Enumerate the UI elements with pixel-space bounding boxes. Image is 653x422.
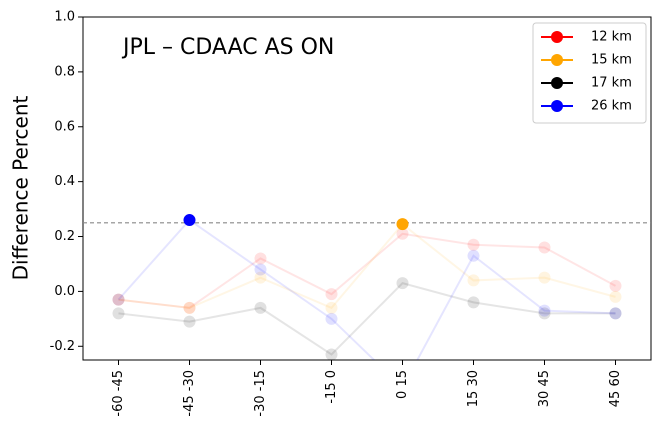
plot-area [112,214,622,360]
series-line [118,222,616,310]
data-point [467,249,480,262]
legend-marker [551,77,563,89]
y-tick-label: 0.6 [54,119,75,134]
series-line [118,282,616,356]
data-point [609,279,622,292]
data-point [538,307,551,320]
series-line [118,232,616,309]
data-point [183,301,196,314]
data-point [609,290,622,303]
data-point [467,238,480,251]
data-point [254,263,267,276]
data-point [112,293,125,306]
data-point [183,214,196,227]
data-point [609,307,622,320]
data-point [396,227,409,240]
data-point [538,271,551,284]
data-point [183,315,196,328]
legend-marker [551,54,563,66]
legend-marker [551,31,563,43]
data-point [396,218,409,231]
legend-label: 12 km [591,30,632,45]
data-point [325,312,338,325]
data-point [467,296,480,309]
plot-frame [82,16,652,361]
y-tick-label: 0.0 [54,284,75,299]
data-point [325,288,338,301]
data-point [254,271,267,284]
legend-marker [551,100,563,112]
legend-label: 26 km [591,99,632,114]
y-tick-label: 1.0 [54,10,75,25]
x-tick-label: 0 15 [395,370,410,399]
x-tick-label: -60 -45 [111,370,126,417]
legend-label: 17 km [591,76,632,91]
legend-box [532,22,647,124]
data-point [254,252,267,265]
x-tick-label: 30 45 [537,370,552,407]
data-point [467,274,480,287]
chart-title: JPL – CDAAC AS ON [121,35,334,60]
data-point [538,241,551,254]
data-point [254,301,267,314]
y-tick-label: 0.2 [54,229,75,244]
data-point [609,307,622,320]
data-point [112,293,125,306]
data-point [538,304,551,317]
x-tick-label: 15 30 [466,370,481,407]
y-tick-label: 0.4 [54,174,75,189]
legend-label: 15 km [591,53,632,68]
data-point [325,348,338,360]
y-axis-label: Difference Percent [9,95,33,280]
y-tick-label: -0.2 [50,339,75,354]
data-point [396,277,409,290]
data-point [325,301,338,314]
data-point [183,301,196,314]
x-tick-label: -15 0 [324,370,339,404]
data-point [112,293,125,306]
data-point [112,307,125,320]
y-tick-label: 0.8 [54,64,75,79]
x-tick-label: 45 60 [608,370,623,407]
series-line [117,218,616,360]
x-tick-label: -30 -15 [253,370,268,417]
x-tick-label: -45 -30 [182,370,197,417]
